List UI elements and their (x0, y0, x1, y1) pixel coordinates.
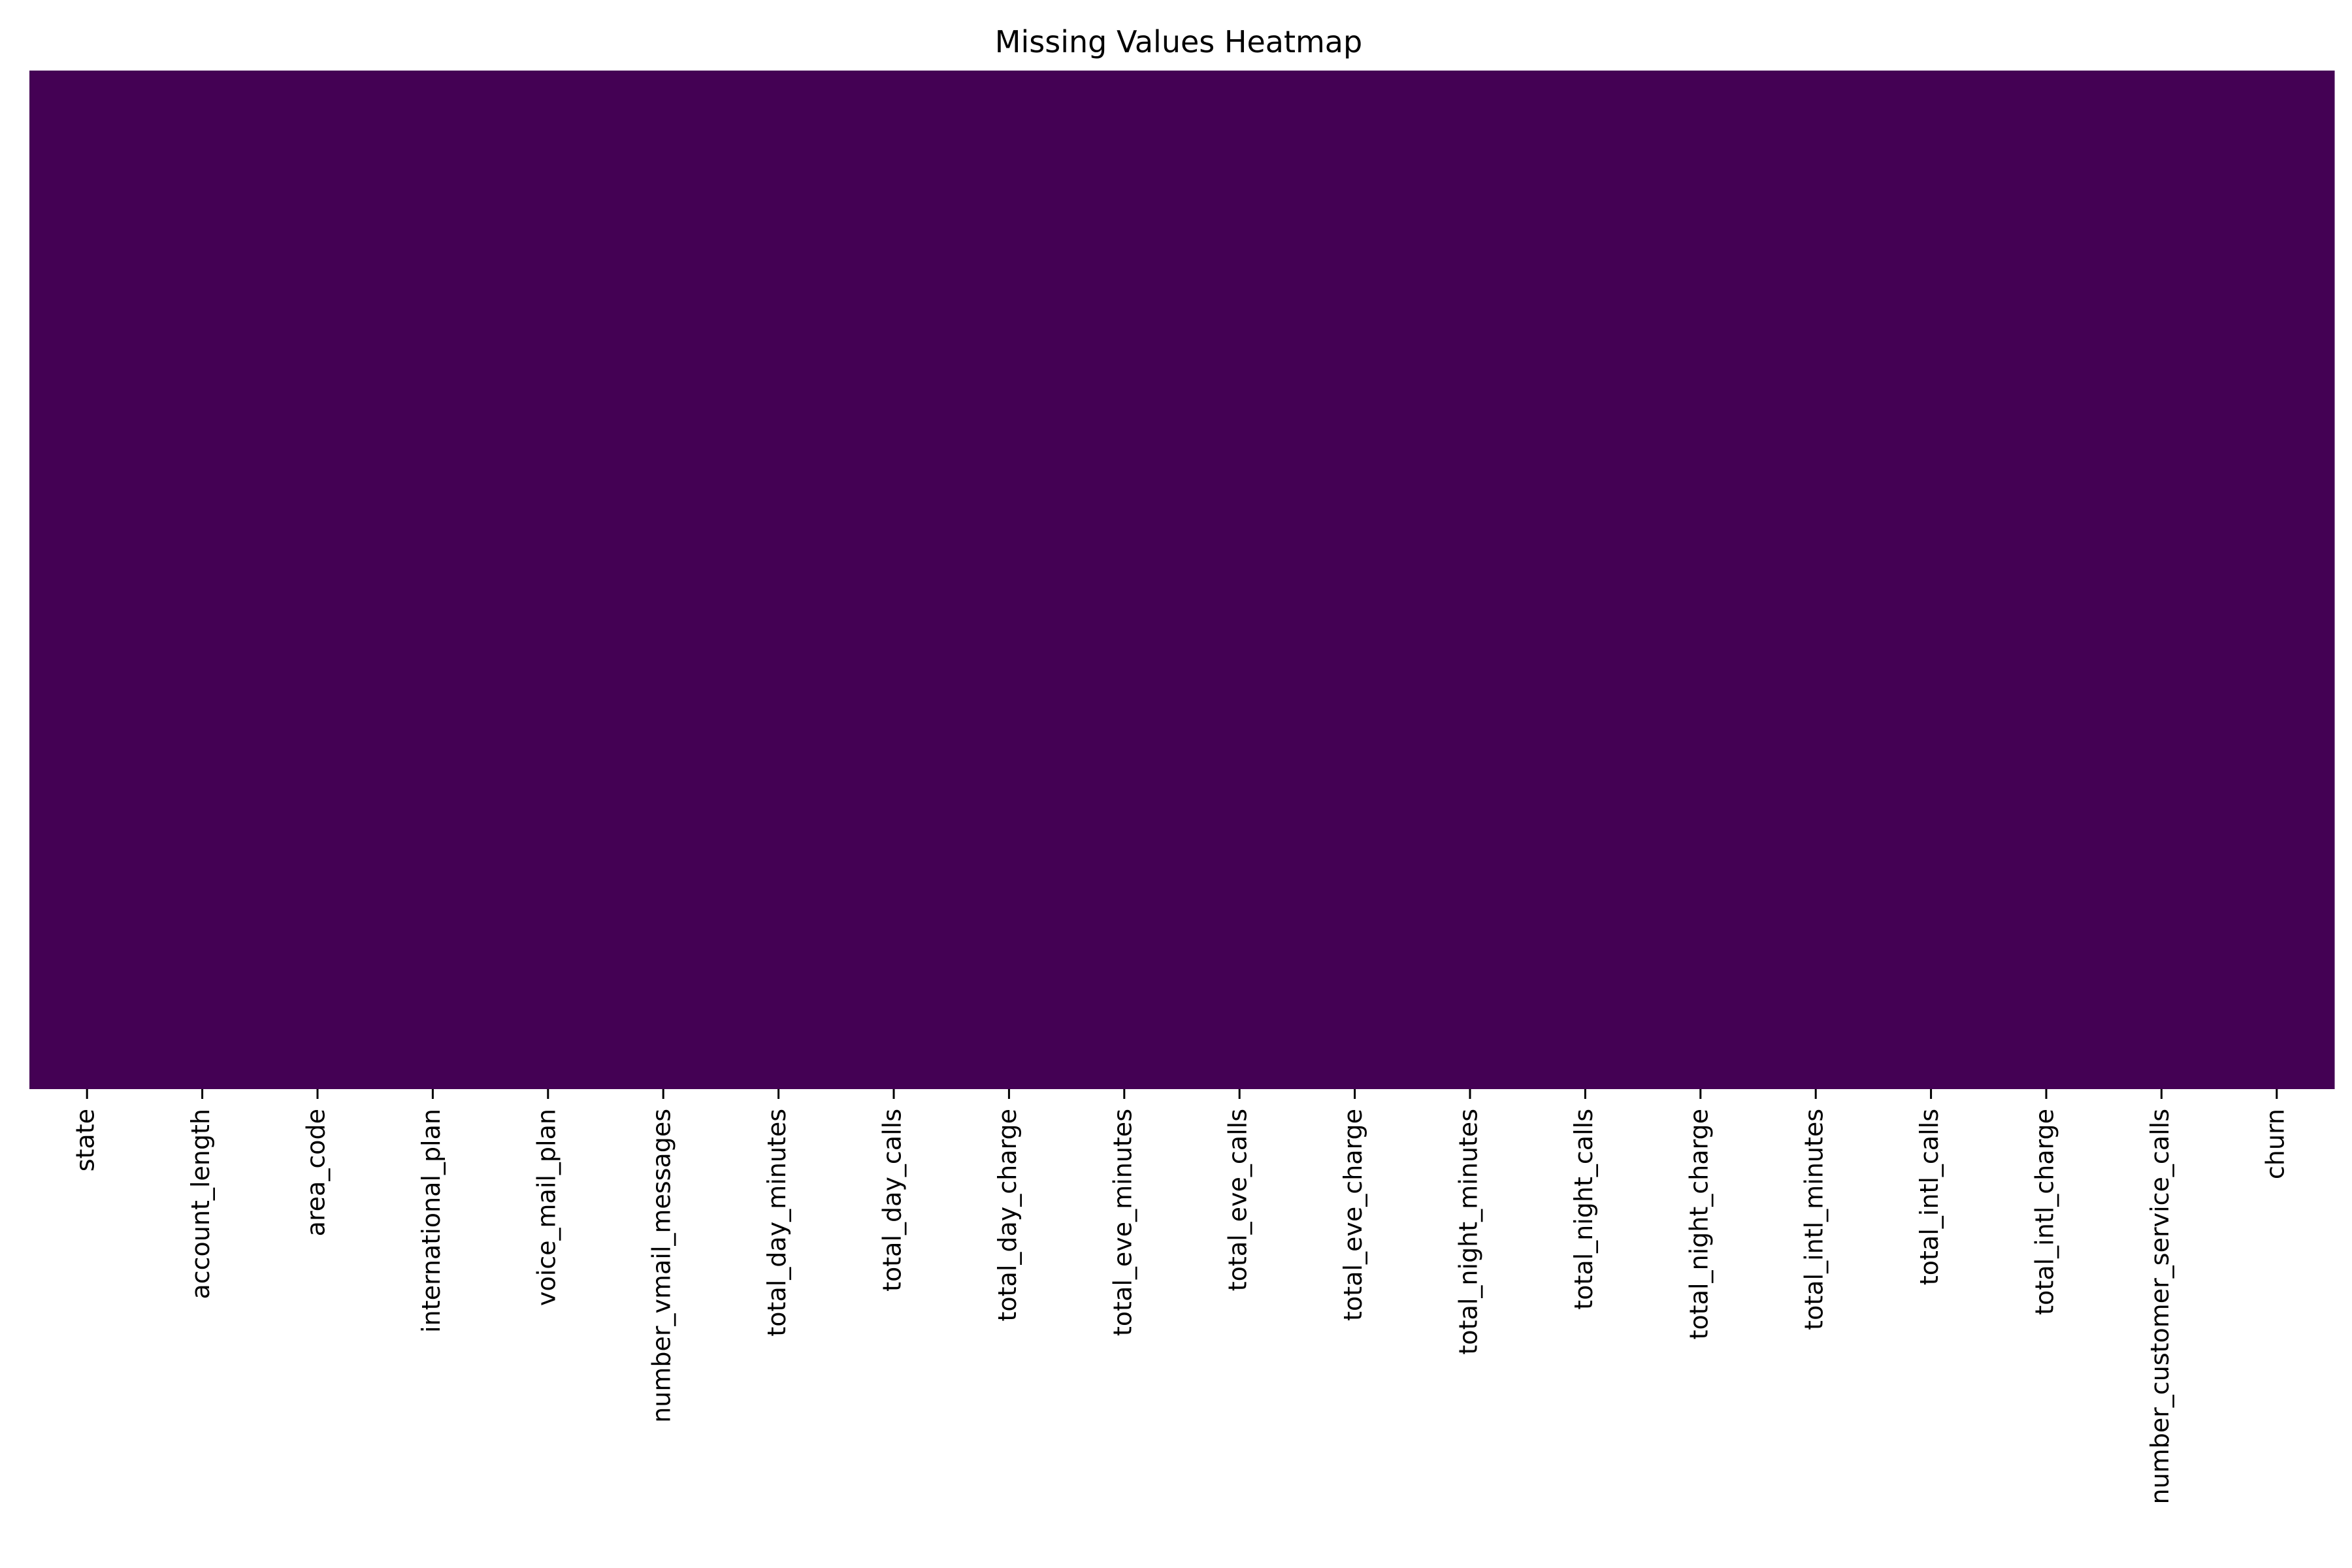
heatmap-column-international-plan (375, 71, 491, 1089)
heatmap-column-number-customer-service-calls (2104, 71, 2220, 1089)
heatmap-column-total-intl-minutes (1758, 71, 1874, 1089)
x-tick-label-voice-mail-plan: voice_mail_plan (532, 1109, 561, 1306)
x-tick-label-area-code: area_code (302, 1109, 331, 1236)
heatmap-cells (29, 71, 2335, 1089)
heatmap-column-total-day-calls (836, 71, 952, 1089)
x-tick-label-account-length: account_length (186, 1109, 215, 1299)
x-tick-label-international-plan: international_plan (417, 1109, 446, 1333)
x-tick-label-number-customer-service-calls: number_customer_service_calls (2146, 1109, 2174, 1504)
heatmap-column-total-day-minutes (721, 71, 837, 1089)
heatmap-column-churn (2219, 71, 2335, 1089)
heatmap-column-total-night-minutes (1412, 71, 1528, 1089)
heatmap-column-area-code (259, 71, 376, 1089)
heatmap-column-total-intl-charge (1988, 71, 2104, 1089)
x-tick-label-total-eve-minutes: total_eve_minutes (1108, 1109, 1137, 1336)
x-tick-label-total-night-minutes: total_night_minutes (1454, 1109, 1483, 1354)
heatmap-column-account-length (144, 71, 261, 1089)
x-tick-label-total-day-charge: total_day_charge (993, 1109, 1022, 1322)
heatmap-column-total-eve-minutes (1066, 71, 1183, 1089)
x-tick-label-total-intl-calls: total_intl_calls (1915, 1109, 1944, 1285)
x-tick-label-total-night-calls: total_night_calls (1569, 1109, 1598, 1310)
heatmap-column-number-vmail-messages (606, 71, 721, 1089)
x-tick-label-total-eve-calls: total_eve_calls (1224, 1109, 1252, 1291)
x-tick-label-total-intl-charge: total_intl_charge (2031, 1109, 2059, 1315)
x-tick-label-state: state (71, 1109, 100, 1171)
heatmap-column-total-intl-calls (1873, 71, 1989, 1089)
heatmap-column-total-eve-charge (1297, 71, 1413, 1089)
heatmap-column-total-eve-calls (1182, 71, 1298, 1089)
chart-title: Missing Values Heatmap (995, 24, 1362, 59)
heatmap-column-state (29, 71, 145, 1089)
x-tick-label-total-intl-minutes: total_intl_minutes (1800, 1109, 1829, 1330)
x-axis-ticks: state account_length area_code internationa… (71, 1089, 2289, 1504)
x-tick-label-number-vmail-messages: number_vmail_messages (647, 1109, 676, 1423)
heatmap-column-total-day-charge (951, 71, 1068, 1089)
heatmap-column-total-night-calls (1527, 71, 1644, 1089)
x-tick-label-total-day-minutes: total_day_minutes (762, 1109, 791, 1337)
x-tick-label-total-eve-charge: total_eve_charge (1339, 1109, 1367, 1321)
x-tick-label-churn: churn (2261, 1109, 2289, 1179)
heatmap-column-total-night-charge (1642, 71, 1759, 1089)
heatmap-column-voice-mail-plan (490, 71, 606, 1089)
x-tick-label-total-night-charge: total_night_charge (1684, 1109, 1713, 1339)
x-tick-label-total-day-calls: total_day_calls (878, 1109, 907, 1292)
